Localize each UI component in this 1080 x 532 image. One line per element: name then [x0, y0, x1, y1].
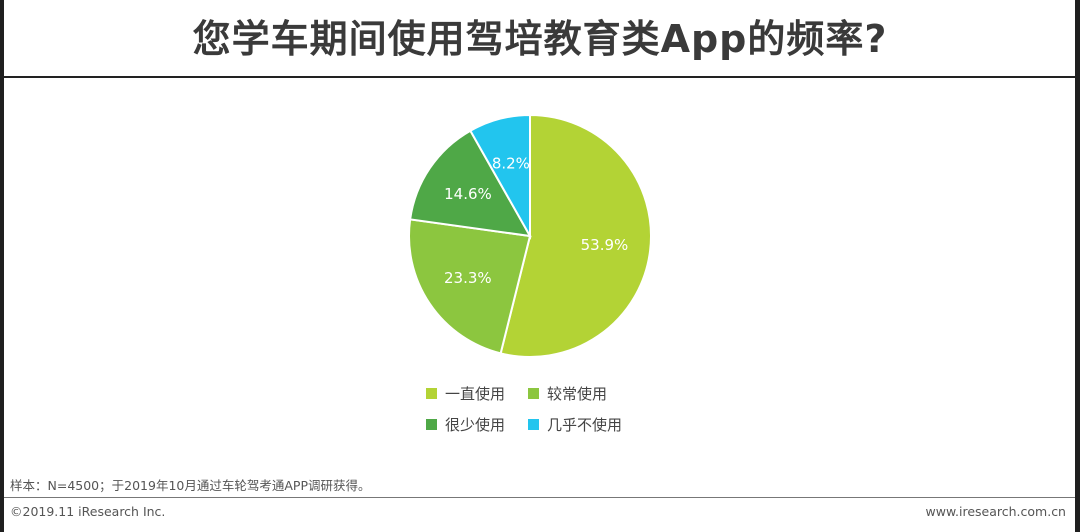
- chart-title: 您学车期间使用驾培教育类App的频率?: [192, 17, 888, 61]
- sample-note: 样本：N=4500；于2019年10月通过车轮驾考通APP调研获得。: [10, 478, 371, 493]
- legend-item-always: 一直使用: [426, 383, 505, 404]
- title-divider: [4, 76, 1075, 78]
- legend-label: 一直使用: [445, 385, 506, 403]
- legend-item-rarely: 很少使用: [426, 414, 505, 435]
- pie-label-often: 23.3%: [444, 269, 492, 287]
- pie-slice-almost-never: [469, 113, 531, 240]
- legend-label: 几乎不使用: [547, 416, 623, 434]
- pie-slice-always: [499, 113, 652, 358]
- footer-divider: [4, 497, 1075, 498]
- legend-label: 较常使用: [547, 385, 608, 403]
- copyright-text: ©2019.11 iResearch Inc.: [10, 504, 166, 519]
- pie-label-almost-never: 8.2%: [492, 154, 530, 172]
- right-border: [1075, 0, 1080, 532]
- pie-label-always: 53.9%: [581, 236, 629, 254]
- pie-label-rarely: 14.6%: [444, 185, 492, 203]
- legend-item-almost-never: 几乎不使用: [528, 414, 622, 435]
- legend-item-often: 较常使用: [528, 383, 607, 404]
- pie-slice-often: [408, 218, 532, 355]
- website-url: www.iresearch.com.cn: [925, 504, 1067, 519]
- left-border: [0, 0, 4, 532]
- pie-slice-rarely: [409, 129, 532, 238]
- legend-swatch: [528, 388, 539, 399]
- legend-swatch: [528, 419, 539, 430]
- legend-swatch: [426, 419, 437, 430]
- legend-swatch: [426, 388, 437, 399]
- legend-label: 很少使用: [445, 416, 506, 434]
